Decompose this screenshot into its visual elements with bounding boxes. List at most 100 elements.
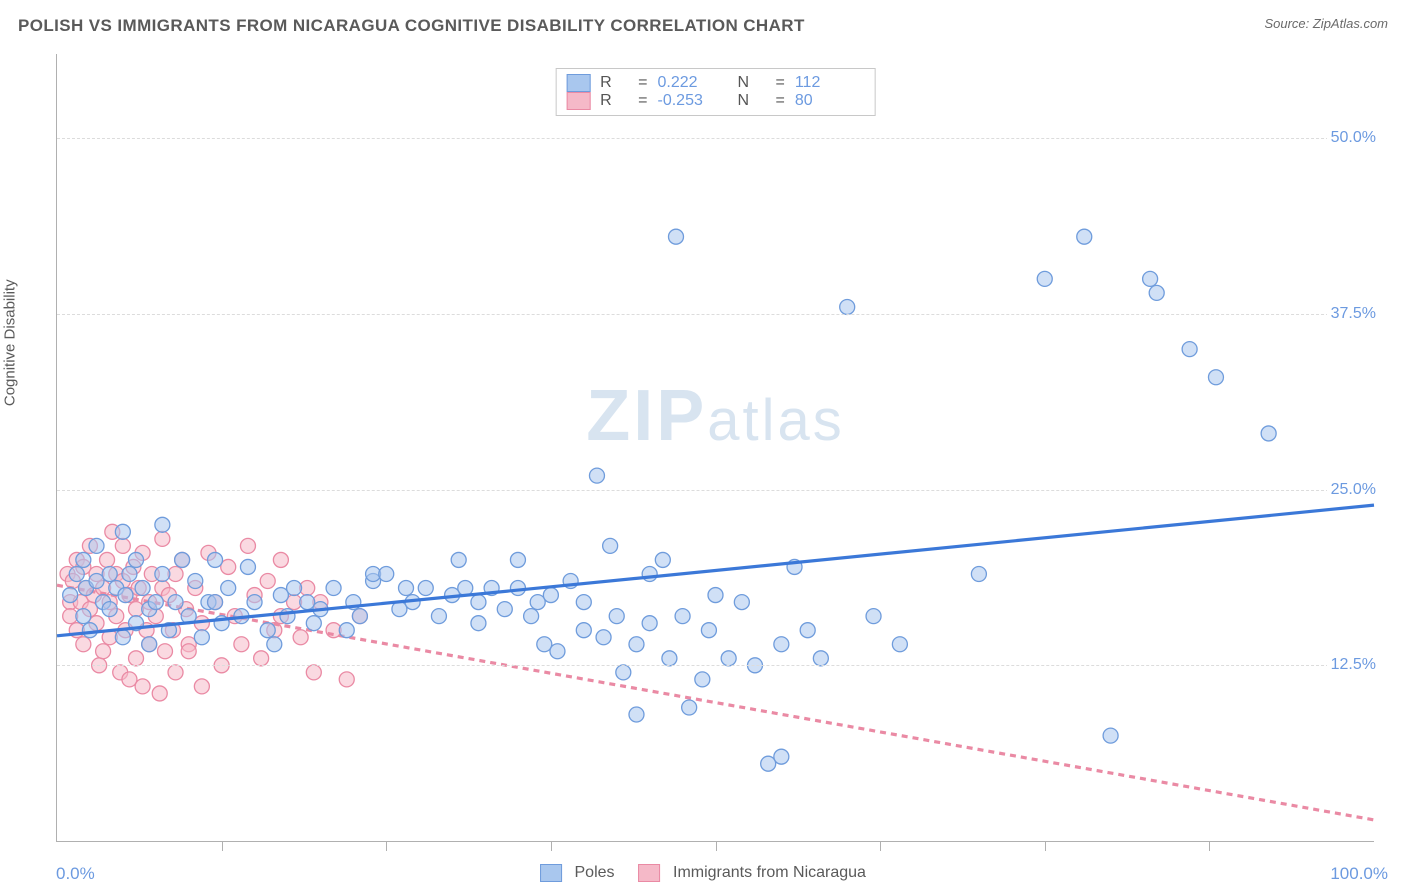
legend-swatch-blue [566,74,590,92]
data-point [339,623,354,638]
x-tick [1045,841,1046,851]
data-point [399,581,414,596]
data-point [194,630,209,645]
data-point [148,595,163,610]
data-point [1149,285,1164,300]
chart-header: POLISH VS IMMIGRANTS FROM NICARAGUA COGN… [0,0,1406,42]
legend-eq: = [776,92,785,110]
data-point [339,672,354,687]
data-point [668,229,683,244]
data-point [1182,342,1197,357]
y-tick-label: 25.0% [1327,481,1376,499]
data-point [102,602,117,617]
data-point [1037,271,1052,286]
legend-eq: = [638,92,647,110]
x-tick [386,841,387,851]
data-point [96,644,111,659]
legend-swatch-pink [639,864,661,882]
data-point [306,665,321,680]
legend-row-pink: R = -0.253 N = 80 [566,92,865,110]
data-point [181,644,196,659]
data-point [326,581,341,596]
chart-title: POLISH VS IMMIGRANTS FROM NICARAGUA COGN… [18,16,805,36]
data-point [247,595,262,610]
legend-n-value: 80 [795,92,865,110]
legend-item-pink: Immigrants from Nicaragua [639,864,866,882]
data-point [609,609,624,624]
data-point [596,630,611,645]
data-point [682,700,697,715]
data-point [168,595,183,610]
data-point [603,538,618,553]
data-point [76,552,91,567]
data-point [497,602,512,617]
chart-container: Cognitive Disability ZIPatlas R = 0.222 … [18,42,1388,880]
data-point [550,644,565,659]
data-point [234,637,249,652]
data-point [774,749,789,764]
legend-swatch-pink [566,92,590,110]
source-credit: Source: ZipAtlas.com [1264,16,1388,31]
legend-r-label: R [600,92,628,110]
data-point [102,566,117,581]
data-point [118,588,133,603]
legend-swatch-blue [540,864,562,882]
data-point [240,538,255,553]
data-point [115,524,130,539]
data-point [379,566,394,581]
legend-label-blue: Poles [575,864,615,881]
x-tick [551,841,552,851]
series-legend: Poles Immigrants from Nicaragua [540,864,866,882]
data-point [813,651,828,666]
data-point [142,637,157,652]
legend-eq: = [776,74,785,92]
data-point [642,566,657,581]
legend-r-value: 0.222 [658,74,728,92]
legend-n-label: N [738,92,766,110]
data-point [431,609,446,624]
grid-line [57,665,1374,666]
data-point [89,538,104,553]
data-point [82,623,97,638]
data-point [892,637,907,652]
data-point [63,588,78,603]
data-point [240,559,255,574]
plot-area: ZIPatlas R = 0.222 N = 112 R = -0.253 N … [56,54,1374,842]
data-point [122,566,137,581]
data-point [866,609,881,624]
data-point [208,595,223,610]
data-point [589,468,604,483]
data-point [642,616,657,631]
data-point [418,581,433,596]
data-point [629,707,644,722]
data-point [708,588,723,603]
legend-r-label: R [600,74,628,92]
data-point [76,609,91,624]
y-tick-label: 12.5% [1327,656,1376,674]
data-point [155,566,170,581]
data-point [188,574,203,589]
data-point [157,644,172,659]
legend-label-pink: Immigrants from Nicaragua [673,864,866,881]
x-tick [716,841,717,851]
data-point [576,623,591,638]
data-point [543,588,558,603]
data-point [175,552,190,567]
data-point [152,686,167,701]
y-tick-label: 37.5% [1327,305,1376,323]
data-point [471,595,486,610]
legend-eq: = [638,74,647,92]
legend-item-blue: Poles [540,864,614,882]
x-axis-min-label: 0.0% [56,864,95,884]
grid-line [57,138,1374,139]
data-point [451,552,466,567]
x-tick [1209,841,1210,851]
data-point [135,679,150,694]
data-point [287,581,302,596]
data-point [293,630,308,645]
correlation-legend: R = 0.222 N = 112 R = -0.253 N = 80 [555,68,876,116]
data-point [155,517,170,532]
regression-line [57,585,1374,820]
legend-n-label: N [738,74,766,92]
data-point [1103,728,1118,743]
